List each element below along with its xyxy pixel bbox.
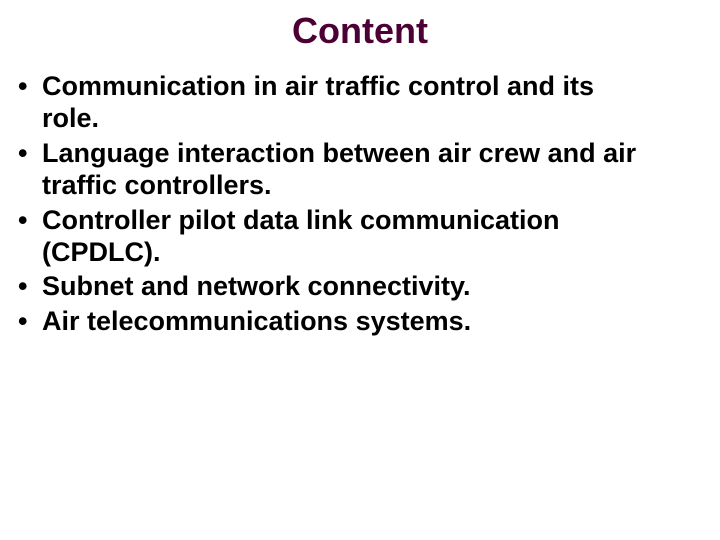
list-item-line2: traffic controllers. [42,169,720,201]
list-item: Controller pilot data link communication… [14,204,720,269]
list-item-line1: Language interaction between air crew an… [42,138,636,168]
slide-container: Content Communication in air traffic con… [0,0,720,540]
list-item-line2: (CPDLC). [42,236,720,268]
list-item-line1: Controller pilot data link communication [42,205,560,235]
slide-title: Content [0,10,720,52]
list-item: Language interaction between air crew an… [14,137,720,202]
list-item: Subnet and network connectivity. [14,270,720,302]
list-item-line1: Air telecommunications systems. [42,306,471,336]
list-item-line2: role. [42,102,720,134]
content-list: Communication in air traffic control and… [0,70,720,337]
list-item-line1: Communication in air traffic control and… [42,71,594,101]
list-item-line1: Subnet and network connectivity. [42,271,471,301]
list-item: Air telecommunications systems. [14,305,720,337]
list-item: Communication in air traffic control and… [14,70,720,135]
